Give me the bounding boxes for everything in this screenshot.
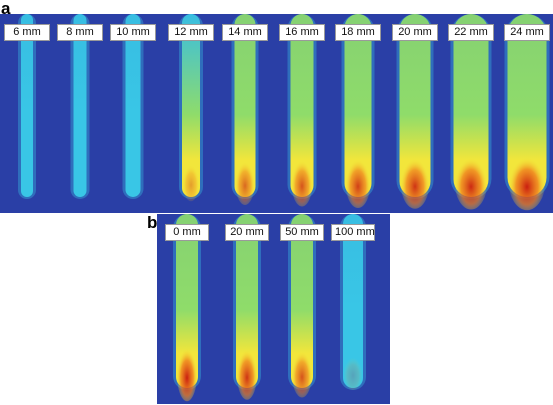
distance-label: 100 mm: [331, 224, 375, 241]
plume-1: [173, 214, 201, 402]
distance-label: 24 mm: [504, 24, 550, 41]
distance-label: 18 mm: [335, 24, 381, 41]
panel-a-plumes: [18, 14, 550, 211]
plume-8: [396, 14, 434, 209]
plume-6: [287, 14, 317, 207]
plume-7: [341, 14, 375, 208]
panel-b-heatmap-strip: 0 mm 20 mm 50 mm 100 mm: [157, 214, 390, 404]
plume-3: [288, 214, 316, 398]
distance-label: 20 mm: [225, 224, 269, 241]
plume-2: [233, 214, 261, 400]
plume-1: [18, 14, 36, 199]
plume-2: [70, 14, 90, 199]
panel-letter-b: b: [147, 213, 158, 232]
distance-label: 8 mm: [57, 24, 103, 41]
plume-4: [340, 214, 366, 390]
distance-label: 16 mm: [279, 24, 325, 41]
plume-4: [179, 14, 203, 202]
distance-label: 50 mm: [280, 224, 324, 241]
distance-label: 14 mm: [222, 24, 268, 41]
distance-label: 0 mm: [165, 224, 209, 241]
panel-a-heatmap-strip: 6 mm 8 mm 10 mm 12 mm 14 mm 16 mm 18 mm 20 mm 22…: [0, 14, 553, 213]
plume-10: [504, 14, 550, 211]
panel-letter-a: a: [1, 0, 11, 18]
plume-5: [231, 14, 259, 205]
distance-label: 12 mm: [168, 24, 214, 41]
panel-b-plumes: [173, 214, 366, 402]
plume-3: [122, 14, 144, 199]
distance-label: 10 mm: [110, 24, 156, 41]
distance-label: 6 mm: [4, 24, 50, 41]
distance-label: 20 mm: [392, 24, 438, 41]
distance-label: 22 mm: [448, 24, 494, 41]
plume-9: [450, 14, 492, 210]
